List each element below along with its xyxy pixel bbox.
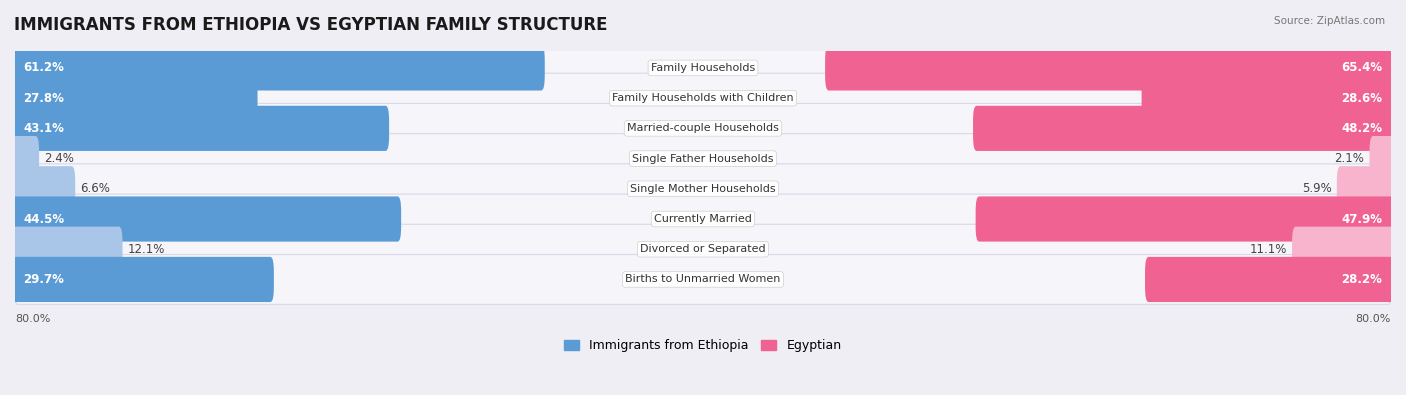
FancyBboxPatch shape	[11, 136, 39, 181]
Text: Births to Unmarried Women: Births to Unmarried Women	[626, 275, 780, 284]
FancyBboxPatch shape	[825, 45, 1395, 90]
FancyBboxPatch shape	[11, 106, 389, 151]
FancyBboxPatch shape	[15, 134, 1391, 184]
FancyBboxPatch shape	[15, 103, 1391, 153]
Text: Family Households: Family Households	[651, 63, 755, 73]
Text: 80.0%: 80.0%	[1355, 314, 1391, 324]
FancyBboxPatch shape	[15, 194, 1391, 244]
FancyBboxPatch shape	[15, 224, 1391, 274]
Text: Currently Married: Currently Married	[654, 214, 752, 224]
FancyBboxPatch shape	[1337, 166, 1395, 211]
FancyBboxPatch shape	[11, 196, 401, 242]
Text: 2.4%: 2.4%	[44, 152, 75, 165]
FancyBboxPatch shape	[15, 43, 1391, 93]
FancyBboxPatch shape	[1142, 75, 1395, 121]
Text: IMMIGRANTS FROM ETHIOPIA VS EGYPTIAN FAMILY STRUCTURE: IMMIGRANTS FROM ETHIOPIA VS EGYPTIAN FAM…	[14, 16, 607, 34]
Text: 27.8%: 27.8%	[24, 92, 65, 105]
Text: 6.6%: 6.6%	[80, 182, 110, 195]
Text: 2.1%: 2.1%	[1334, 152, 1364, 165]
Legend: Immigrants from Ethiopia, Egyptian: Immigrants from Ethiopia, Egyptian	[560, 334, 846, 357]
Text: Family Households with Children: Family Households with Children	[612, 93, 794, 103]
Text: Single Father Households: Single Father Households	[633, 154, 773, 164]
Text: 5.9%: 5.9%	[1302, 182, 1331, 195]
Text: 12.1%: 12.1%	[128, 243, 165, 256]
FancyBboxPatch shape	[11, 45, 544, 90]
Text: 28.2%: 28.2%	[1341, 273, 1382, 286]
Text: Married-couple Households: Married-couple Households	[627, 123, 779, 134]
Text: 11.1%: 11.1%	[1250, 243, 1286, 256]
FancyBboxPatch shape	[15, 164, 1391, 214]
FancyBboxPatch shape	[15, 73, 1391, 123]
Text: 28.6%: 28.6%	[1341, 92, 1382, 105]
Text: 61.2%: 61.2%	[24, 62, 65, 74]
FancyBboxPatch shape	[11, 257, 274, 302]
FancyBboxPatch shape	[11, 75, 257, 121]
FancyBboxPatch shape	[11, 166, 75, 211]
Text: 65.4%: 65.4%	[1341, 62, 1382, 74]
FancyBboxPatch shape	[1144, 257, 1395, 302]
FancyBboxPatch shape	[973, 106, 1395, 151]
FancyBboxPatch shape	[976, 196, 1395, 242]
FancyBboxPatch shape	[1369, 136, 1395, 181]
Text: 29.7%: 29.7%	[24, 273, 65, 286]
Text: Source: ZipAtlas.com: Source: ZipAtlas.com	[1274, 16, 1385, 26]
Text: 43.1%: 43.1%	[24, 122, 65, 135]
Text: Single Mother Households: Single Mother Households	[630, 184, 776, 194]
FancyBboxPatch shape	[11, 227, 122, 272]
Text: 44.5%: 44.5%	[24, 213, 65, 226]
Text: 47.9%: 47.9%	[1341, 213, 1382, 226]
Text: 48.2%: 48.2%	[1341, 122, 1382, 135]
Text: 80.0%: 80.0%	[15, 314, 51, 324]
FancyBboxPatch shape	[1292, 227, 1395, 272]
FancyBboxPatch shape	[15, 254, 1391, 305]
Text: Divorced or Separated: Divorced or Separated	[640, 244, 766, 254]
